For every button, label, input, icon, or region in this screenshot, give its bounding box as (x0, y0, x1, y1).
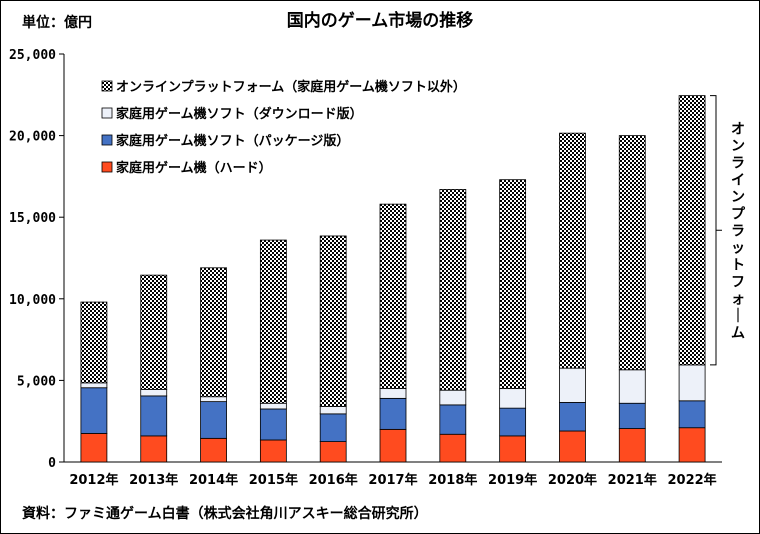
bar-segment (80, 433, 108, 463)
legend: オンラインプラットフォーム（家庭用ゲーム機ソフト以外） 家庭用ゲーム機ソフト（ダウ… (101, 79, 466, 176)
bar-segment (439, 433, 467, 463)
bar-segment (319, 413, 347, 442)
bar-segment (140, 435, 168, 463)
legend-label: 家庭用ゲーム機ソフト（パッケージ版） (116, 133, 349, 149)
bracket-label-char: ラ (731, 155, 745, 171)
bar-segment (200, 437, 227, 463)
bar-segment (259, 408, 287, 441)
bar-segment (559, 402, 586, 432)
bracket-label-char: ッ (731, 240, 745, 256)
bar-segment (559, 430, 586, 463)
y-tick-label: 10,000 (9, 293, 56, 308)
bar-segment (379, 388, 407, 399)
bracket-line (710, 95, 717, 366)
bar-segment (319, 441, 347, 463)
bracket-label-char: ン (731, 189, 745, 205)
bar-segment (618, 135, 646, 371)
bracket-label-char: プ (731, 206, 746, 222)
bar-segment (559, 132, 586, 369)
bar-segment (678, 427, 706, 463)
bar-segment (439, 189, 467, 391)
x-tick-label: 2020年 (548, 472, 597, 488)
y-tick-label: 0 (48, 456, 56, 471)
x-tick-label: 2021年 (608, 472, 657, 488)
bar-segment (439, 404, 467, 435)
legend-swatch (101, 134, 113, 146)
bar-segment (618, 428, 646, 463)
bars (80, 95, 706, 463)
bar-segment (678, 95, 706, 366)
online-bracket: オンラインプラットフォ｜ム (710, 95, 746, 366)
x-tick-label: 2018年 (428, 472, 477, 488)
bar-segment (140, 274, 168, 390)
legend-label: 家庭用ゲーム機ソフト（ダウンロード版） (116, 106, 363, 122)
legend-swatch (101, 80, 113, 92)
y-tick-label: 5,000 (17, 374, 56, 389)
source-note: 資料：ファミ通ゲーム白書（株式会社角川アスキー総合研究所） (22, 506, 428, 522)
bracket-label-char: イ (731, 172, 745, 188)
x-tick-label: 2013年 (129, 472, 178, 488)
bar-segment (499, 407, 527, 437)
x-tick-label: 2014年 (189, 472, 238, 488)
bracket-label-char: ト (731, 257, 745, 273)
bar-segment (678, 364, 706, 402)
legend-swatch (101, 161, 113, 173)
bar-segment (618, 369, 646, 404)
bar-segment (200, 396, 227, 403)
x-tick-label: 2015年 (249, 472, 298, 488)
legend-label: 家庭用ゲーム機（ハード） (116, 160, 272, 176)
legend-label: オンラインプラットフォーム（家庭用ゲーム機ソフト以外） (116, 79, 466, 95)
bar-segment (200, 267, 227, 398)
bracket-label-char: オ (731, 121, 745, 137)
bar-segment (379, 428, 407, 463)
bracket-label-char: ラ (731, 223, 745, 239)
x-tick-label: 2012年 (69, 472, 118, 488)
y-tick-label: 15,000 (9, 211, 56, 226)
bar-segment (140, 388, 168, 397)
bar-segment (499, 179, 527, 389)
bar-segment (80, 387, 108, 434)
bar-segment (678, 400, 706, 429)
y-tick-label: 20,000 (9, 130, 56, 145)
chart-title: 国内のゲーム市場の推移 (286, 11, 474, 31)
x-tick-label: 2019年 (488, 472, 537, 488)
bar-segment (140, 395, 168, 437)
bar-segment (80, 301, 108, 384)
bracket-label-char: ｜ (731, 307, 745, 324)
bracket-label-char: フ (731, 274, 745, 290)
y-axis: 0 5,000 10,000 15,000 20,000 25,000 (9, 48, 65, 471)
bar-segment (259, 239, 287, 404)
bracket-label-char: ム (731, 325, 745, 341)
bar-segment (80, 382, 108, 389)
bar-segment (379, 397, 407, 430)
bar-segment (319, 235, 347, 407)
legend-swatch (101, 107, 113, 119)
bar-segment (559, 367, 586, 403)
x-tick-label: 2016年 (309, 472, 358, 488)
x-axis: 2012年 2013年 2014年 2015年 2016年 2017年 2018年 2019年… (64, 461, 722, 488)
bracket-label-char: ン (731, 138, 745, 154)
bar-segment (439, 389, 467, 406)
bar-segment (499, 435, 527, 463)
bar-segment (319, 406, 347, 415)
x-tick-label: 2017年 (368, 472, 417, 488)
bar-segment (259, 439, 287, 463)
bracket-label-char: ォ (731, 291, 745, 307)
bar-segment (259, 402, 287, 410)
x-tick-label: 2022年 (667, 472, 716, 488)
y-tick-label: 25,000 (9, 48, 56, 63)
unit-label: 単位：億円 (22, 15, 92, 31)
bar-segment (618, 402, 646, 429)
bar-segment (379, 203, 407, 389)
bar-segment (200, 401, 227, 439)
bar-segment (499, 388, 527, 409)
